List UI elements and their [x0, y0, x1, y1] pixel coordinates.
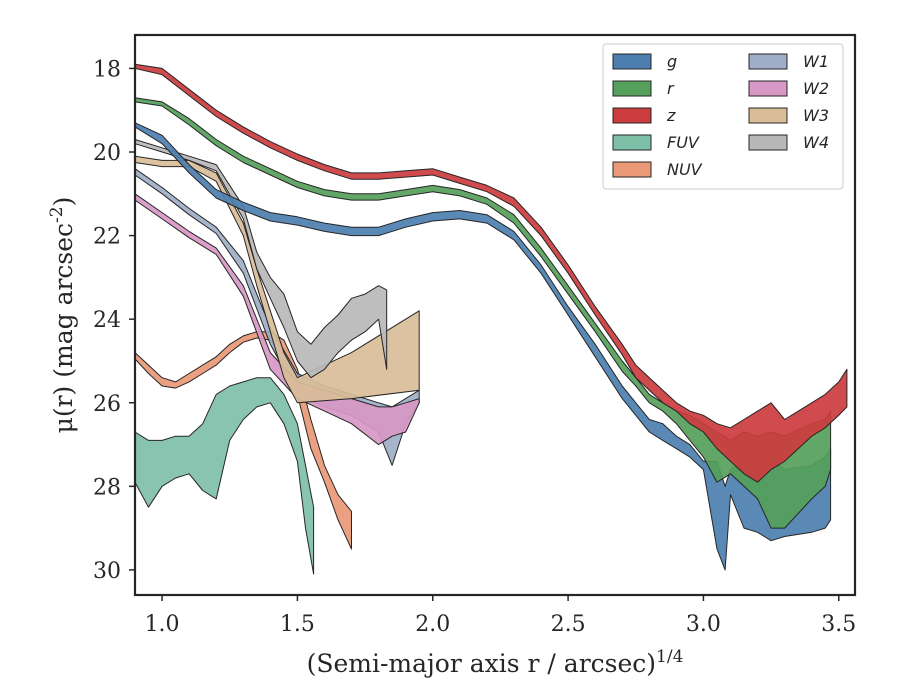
legend-swatch-z	[612, 107, 652, 124]
series-band-z	[134, 63, 848, 483]
y-axis-title: μ(r) (mag arcsec-2)	[47, 197, 78, 434]
legend-label-r: r	[667, 79, 675, 98]
series-layer	[134, 63, 848, 575]
x-axis-title: (Semi-major axis r / arcsec)1/4	[307, 647, 684, 678]
tick-layer: 1.0 1.5 2.0 2.5 3.0 3.5 18 20 22 24 26 28 30	[93, 57, 856, 637]
y-tick-label: 28	[93, 475, 121, 500]
legend-label-w2: W2	[803, 79, 829, 98]
y-tick-label: 20	[93, 141, 121, 166]
series-band-g	[134, 122, 832, 571]
x-tick-label: 2.0	[415, 612, 450, 637]
legend-label-nuv: NUV	[667, 160, 703, 179]
x-tick-label: 1.0	[145, 612, 180, 637]
legend-label-w3: W3	[803, 106, 829, 125]
x-tick-label: 3.0	[686, 612, 721, 637]
series-band-r	[134, 97, 832, 529]
y-tick-label: 30	[93, 559, 121, 584]
y-tick-label: 26	[93, 392, 121, 417]
legend-swatch-nuv	[612, 161, 652, 178]
legend-swatch-w2	[748, 80, 788, 97]
legend-label-w1: W1	[803, 52, 829, 71]
legend-box	[602, 43, 844, 190]
legend-swatch-g	[612, 53, 652, 70]
legend-swatch-w4	[748, 134, 788, 151]
y-tick-label: 24	[93, 308, 121, 333]
legend-label-z: z	[666, 106, 676, 125]
legend-label-fuv: FUV	[667, 133, 700, 152]
legend-label-w4: W4	[803, 133, 829, 152]
legend: grz FUV NUV W1 W2 W3 W4	[602, 43, 844, 190]
legend-swatch-w3	[748, 107, 788, 124]
legend-label-g: g	[667, 52, 677, 71]
series-band-fuv	[134, 377, 315, 575]
plot-frame	[133, 33, 857, 597]
y-tick-label: 22	[93, 225, 121, 250]
x-tick-label: 3.5	[821, 612, 856, 637]
series-band-w2	[134, 193, 420, 446]
legend-swatch-fuv	[612, 134, 652, 151]
legend-swatch-r	[612, 80, 652, 97]
y-tick-label: 18	[93, 57, 121, 82]
x-tick-label: 1.5	[280, 612, 315, 637]
series-band-w4	[134, 139, 388, 379]
legend-swatch-w1	[748, 53, 788, 70]
x-tick-label: 2.5	[551, 612, 586, 637]
